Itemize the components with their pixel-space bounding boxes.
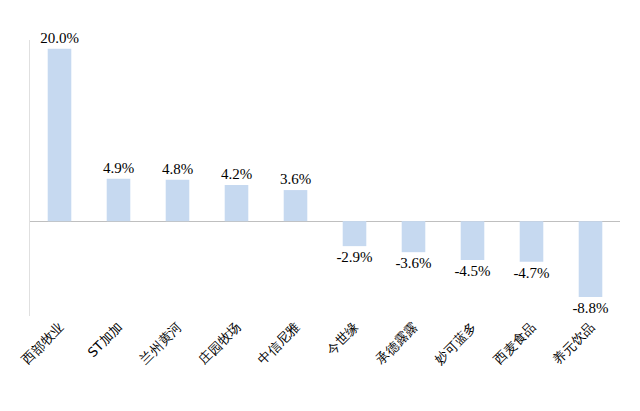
svg-text:西麦食品: 西麦食品	[491, 320, 538, 367]
svg-text:妙可蓝多: 妙可蓝多	[432, 320, 479, 367]
svg-text:4.2%: 4.2%	[221, 166, 252, 182]
svg-text:中信尼雅: 中信尼雅	[255, 320, 302, 367]
svg-text:-8.8%: -8.8%	[572, 300, 608, 316]
svg-text:20.0%: 20.0%	[40, 30, 79, 46]
svg-text:兰州黄河: 兰州黄河	[137, 320, 184, 367]
svg-text:-3.6%: -3.6%	[395, 255, 431, 271]
svg-text:养元饮品: 养元饮品	[550, 320, 597, 367]
svg-text:庄园牧场: 庄园牧场	[196, 320, 243, 367]
svg-text:4.9%: 4.9%	[103, 160, 134, 176]
svg-text:承德露露: 承德露露	[373, 320, 420, 367]
svg-text:-4.7%: -4.7%	[513, 265, 549, 281]
svg-text:4.8%: 4.8%	[162, 161, 193, 177]
svg-text:ST加加: ST加加	[85, 320, 125, 360]
svg-text:-4.5%: -4.5%	[454, 263, 490, 279]
svg-text:今世缘: 今世缘	[323, 320, 361, 358]
svg-text:西部牧业: 西部牧业	[19, 320, 66, 367]
svg-text:-2.9%: -2.9%	[336, 249, 372, 265]
svg-text:3.6%: 3.6%	[280, 171, 311, 187]
